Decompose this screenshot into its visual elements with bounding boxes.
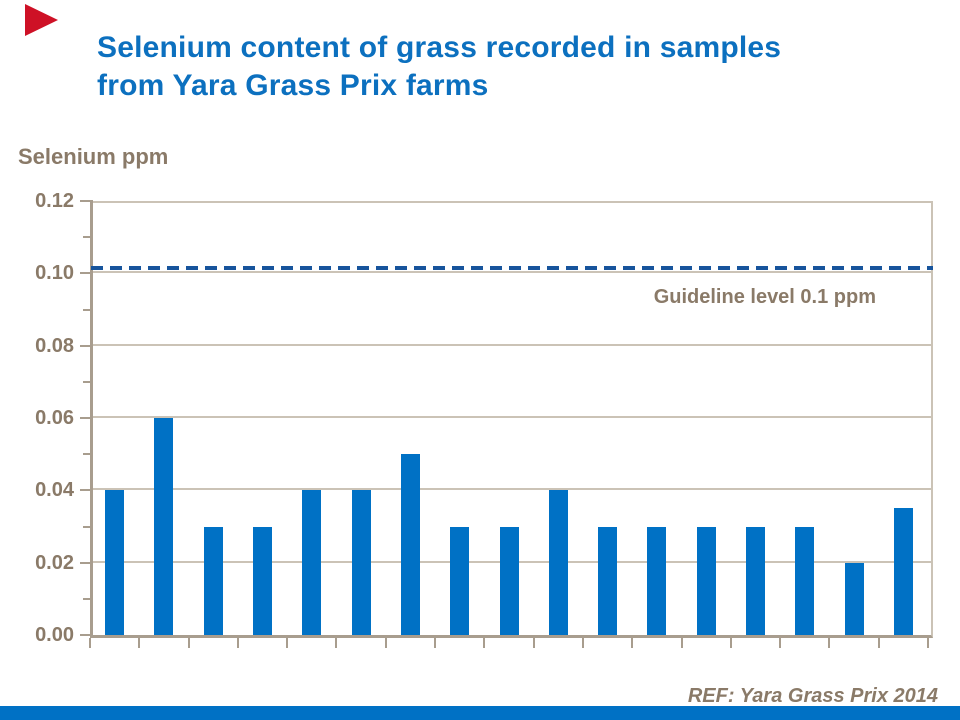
x-axis-tick — [384, 638, 387, 648]
x-axis-tick — [927, 638, 929, 648]
x-axis-tick — [187, 638, 190, 648]
bar — [105, 490, 125, 635]
y-axis-tick-label: 0.10 — [35, 262, 74, 285]
footer-bar — [0, 706, 960, 720]
bar — [499, 526, 519, 635]
y-axis-major-tick — [80, 344, 93, 347]
bar — [893, 508, 913, 635]
bar — [400, 454, 420, 635]
bar — [795, 526, 815, 635]
bar — [548, 490, 568, 635]
page-title: Selenium content of grass recorded in sa… — [97, 29, 897, 105]
bar — [154, 418, 174, 635]
bar — [203, 526, 223, 635]
bar — [598, 526, 618, 635]
x-axis-tick — [138, 638, 141, 648]
y-axis-tick-label: 0.08 — [35, 334, 74, 357]
x-axis-tick — [631, 638, 634, 648]
x-axis-tick — [532, 638, 535, 648]
reference-text: REF: Yara Grass Prix 2014 — [687, 685, 938, 707]
y-axis-major-tick — [80, 417, 93, 419]
x-axis-tick — [236, 638, 239, 648]
page-title-line1: Selenium content of grass recorded in sa… — [97, 31, 782, 64]
y-axis-tick-label: 0.04 — [35, 479, 74, 502]
bar — [450, 526, 470, 635]
bar — [253, 526, 273, 635]
y-axis-minor-tick — [83, 236, 93, 239]
gridline — [93, 201, 931, 203]
x-axis-tick — [828, 638, 831, 648]
y-axis-major-tick — [80, 489, 93, 492]
gridline — [93, 271, 931, 274]
x-axis-tick — [680, 638, 683, 648]
x-axis-tick — [434, 638, 437, 648]
y-axis-major-tick — [80, 272, 93, 275]
page-title-line2: from Yara Grass Prix farms — [97, 69, 489, 102]
y-axis-minor-tick — [83, 525, 93, 528]
gridline — [93, 488, 931, 491]
guideline-label: Guideline level 0.1 ppm — [653, 286, 876, 308]
x-axis-tick — [729, 638, 732, 648]
y-axis-minor-tick — [83, 453, 93, 456]
bar — [351, 490, 371, 635]
guideline-line — [91, 266, 933, 271]
x-axis-tick — [877, 638, 880, 648]
gridline — [93, 343, 931, 346]
bar — [647, 526, 667, 635]
y-axis-tick-label: 0.12 — [35, 190, 74, 212]
y-axis-tick-label: 0.00 — [35, 624, 74, 646]
y-axis-minor-tick — [83, 597, 93, 600]
x-axis-tick — [779, 638, 782, 648]
x-axis-tick — [581, 638, 584, 648]
y-axis-title: Selenium ppm — [18, 144, 169, 169]
plot-area — [80, 200, 933, 648]
bar — [745, 526, 765, 635]
y-axis-tick-label: 0.02 — [35, 551, 74, 574]
y-axis-major-tick — [80, 200, 93, 202]
y-axis-major-tick — [80, 634, 93, 636]
bar — [696, 526, 716, 635]
y-axis-minor-tick — [83, 308, 93, 311]
x-axis-tick — [89, 638, 91, 648]
corner-arrow-icon — [25, 4, 58, 36]
x-axis-tick — [335, 638, 338, 648]
bar — [302, 490, 322, 635]
x-axis-tick — [286, 638, 289, 648]
y-axis-minor-tick — [83, 380, 93, 383]
y-axis-major-tick — [80, 561, 93, 564]
x-axis-tick — [483, 638, 486, 648]
gridline — [93, 416, 931, 418]
y-axis-tick-label: 0.06 — [35, 407, 74, 429]
bar — [844, 562, 864, 635]
